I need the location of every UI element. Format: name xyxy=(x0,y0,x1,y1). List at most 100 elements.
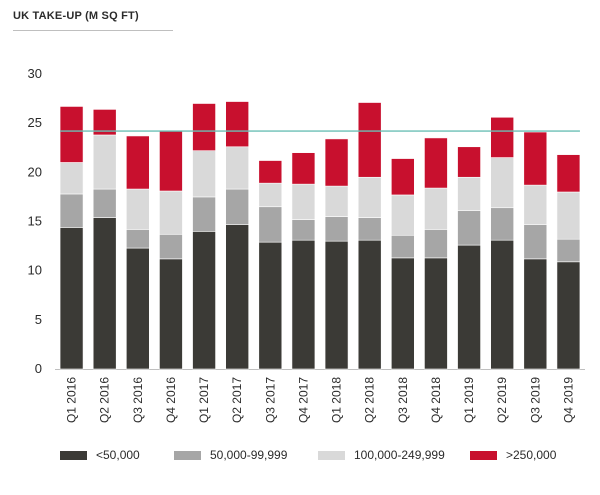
bar-segment xyxy=(92,109,117,136)
bar-segment xyxy=(291,183,316,220)
x-tick-label: Q1 2017 xyxy=(197,377,211,423)
bar-segment xyxy=(258,241,283,370)
bar-segment xyxy=(59,193,84,228)
bar-segment xyxy=(126,247,150,370)
bar-segment xyxy=(357,176,382,218)
bar-segment xyxy=(357,217,382,241)
x-tick-label: Q4 2018 xyxy=(429,377,443,423)
bar-segment xyxy=(159,130,183,192)
x-tick-label: Q4 2017 xyxy=(296,377,310,423)
x-tick-label: Q1 2019 xyxy=(462,377,476,423)
y-tick-label: 30 xyxy=(28,66,42,81)
bar-segment xyxy=(490,116,514,158)
bar-segment xyxy=(391,194,415,236)
bar-segment xyxy=(258,206,283,243)
bar-segment xyxy=(424,257,448,370)
bar-segment xyxy=(391,257,415,370)
bar-segment xyxy=(424,229,448,259)
x-tick-label: Q4 2019 xyxy=(561,377,575,423)
legend-swatch xyxy=(174,450,201,460)
legend-swatch xyxy=(318,450,345,460)
bar-segment xyxy=(225,101,249,148)
x-tick-label: Q3 2019 xyxy=(528,377,542,423)
legend-item-50k-99k: 50,000-99,999 xyxy=(174,448,287,462)
bar-segment xyxy=(490,157,514,209)
x-tick-label: Q3 2018 xyxy=(396,377,410,423)
bar-segment xyxy=(126,188,150,230)
bar-segment xyxy=(291,152,316,185)
legend-item-gt250k: >250,000 xyxy=(470,448,556,462)
x-tick-label: Q2 2017 xyxy=(230,377,244,423)
bar-segment xyxy=(457,244,481,370)
y-tick-label: 20 xyxy=(28,164,42,179)
bar-segment xyxy=(324,216,349,242)
bar-segment xyxy=(424,187,448,230)
bar-segment xyxy=(92,217,117,370)
chart-title: UK TAKE-UP (M SQ FT) xyxy=(13,10,139,22)
bar-segment xyxy=(159,233,183,260)
bar-segment xyxy=(225,188,249,225)
bar-segment xyxy=(357,239,382,370)
bar-segment xyxy=(192,231,216,370)
bar-segment xyxy=(192,196,216,232)
y-tick-label: 15 xyxy=(28,214,42,229)
bar-segment xyxy=(490,239,514,370)
bar-segment xyxy=(490,207,514,241)
legend-label: 100,000-249,999 xyxy=(354,448,445,462)
bar-segment xyxy=(159,190,183,235)
bar-segment xyxy=(92,134,117,190)
bar-segment xyxy=(457,176,481,211)
bar-segment xyxy=(59,227,84,370)
bar-segment xyxy=(92,188,117,218)
bar-segment xyxy=(192,150,216,198)
bar-segment xyxy=(126,229,150,249)
bar-segment xyxy=(258,160,283,184)
legend-label: 50,000-99,999 xyxy=(210,448,288,462)
y-tick-label: 0 xyxy=(35,361,42,376)
bar-segment xyxy=(457,210,481,246)
bar-segment xyxy=(391,234,415,259)
bar-segment xyxy=(225,146,249,190)
bar-segment xyxy=(523,258,548,370)
y-tick-label: 5 xyxy=(35,312,42,327)
bar-segment xyxy=(59,162,84,195)
bar-segment xyxy=(159,258,183,370)
x-tick-label: Q1 2016 xyxy=(65,377,79,423)
bar-segment xyxy=(556,154,581,193)
bar-segment xyxy=(523,184,548,225)
bar-segment xyxy=(556,261,581,370)
legend: <50,000 50,000-99,999 100,000-249,999 >2… xyxy=(0,448,600,472)
legend-label: >250,000 xyxy=(506,448,557,462)
bar-segment xyxy=(324,185,349,217)
x-tick-label: Q3 2017 xyxy=(263,377,277,423)
legend-swatch xyxy=(60,450,87,460)
x-tick-label: Q2 2018 xyxy=(363,377,377,423)
y-tick-label: 25 xyxy=(28,115,42,130)
legend-item-100k-249k: 100,000-249,999 xyxy=(318,448,445,462)
bar-segment xyxy=(225,224,249,370)
x-tick-label: Q1 2018 xyxy=(330,377,344,423)
bar-segment xyxy=(324,240,349,370)
bar-segment xyxy=(424,137,448,189)
legend-label: <50,000 xyxy=(96,448,140,462)
x-tick-label: Q2 2016 xyxy=(98,377,112,423)
bar-segment xyxy=(324,138,349,187)
bar-segment xyxy=(357,102,382,178)
legend-swatch xyxy=(470,450,497,460)
bar-segment xyxy=(523,224,548,260)
bar-segment xyxy=(59,106,84,163)
bar-segment xyxy=(291,219,316,241)
x-tick-label: Q3 2016 xyxy=(131,377,145,423)
bar-segment xyxy=(391,158,415,196)
bar-segment xyxy=(126,135,150,190)
bar-segment xyxy=(523,131,548,186)
x-tick-label: Q2 2019 xyxy=(495,377,509,423)
bar-segment xyxy=(258,182,283,208)
bar-segment xyxy=(556,191,581,240)
legend-item-lt50k: <50,000 xyxy=(60,448,140,462)
title-divider xyxy=(13,30,173,31)
bar-segment xyxy=(457,146,481,178)
y-tick-label: 10 xyxy=(28,263,42,278)
x-tick-label: Q4 2016 xyxy=(164,377,178,423)
